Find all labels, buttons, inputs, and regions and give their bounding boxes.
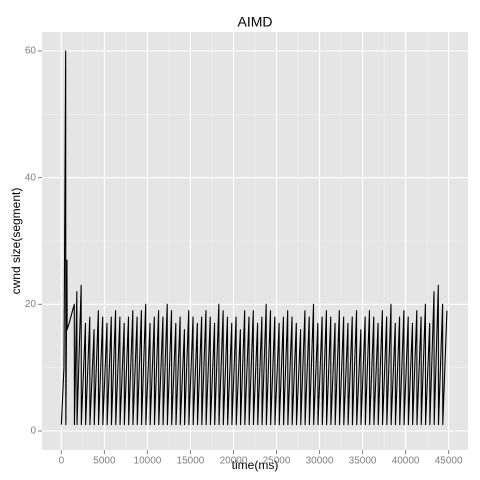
x-tick-label: 15000 — [177, 456, 205, 467]
x-tick-label: 30000 — [306, 456, 334, 467]
y-tick-label: 20 — [25, 299, 37, 310]
x-tick-label: 35000 — [349, 456, 377, 467]
y-tick-label: 0 — [30, 426, 36, 437]
x-tick-label: 20000 — [220, 456, 248, 467]
y-tick-label: 60 — [25, 46, 37, 57]
x-tick-label: 40000 — [392, 456, 420, 467]
x-tick-label: 25000 — [263, 456, 291, 467]
x-tick-label: 5000 — [93, 456, 116, 467]
data-line — [60, 50, 448, 426]
y-tick-label: 40 — [25, 172, 37, 183]
x-tick-label: 10000 — [134, 456, 162, 467]
x-axis-title: time(ms) — [232, 458, 279, 472]
chart-title: AIMD — [238, 14, 273, 30]
x-tick-label: 0 — [59, 456, 65, 467]
x-tick-label: 45000 — [435, 456, 463, 467]
y-axis-title: cwnd size(segment) — [9, 188, 23, 295]
